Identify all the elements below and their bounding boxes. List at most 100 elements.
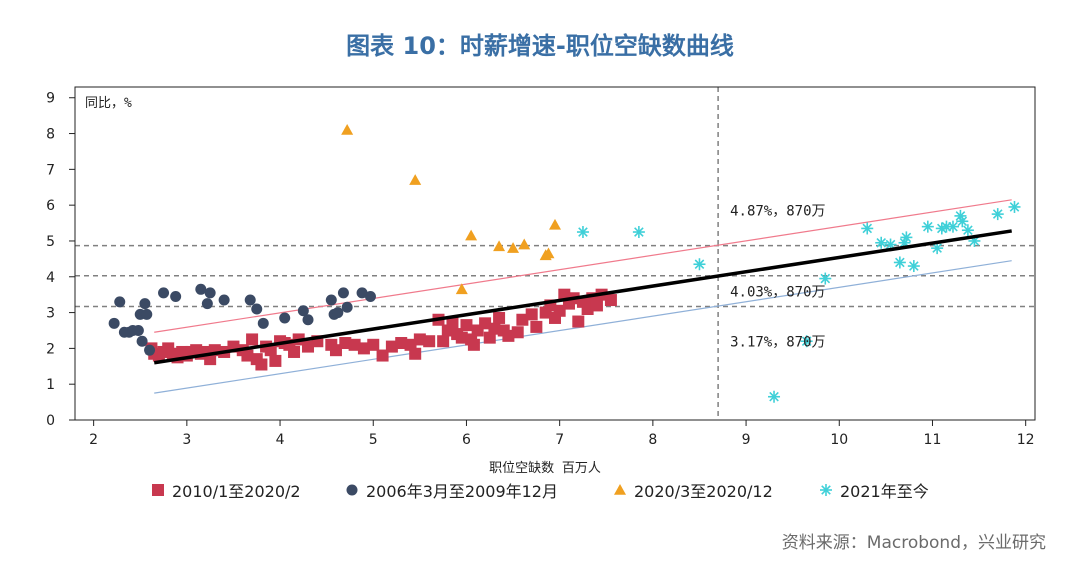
point-triangle-4 — [493, 240, 506, 252]
point-square-63 — [525, 308, 538, 321]
point-square-42 — [409, 347, 422, 360]
point-square-68 — [553, 304, 566, 317]
point-circle-8 — [139, 298, 151, 310]
x-tick-label-6: 6 — [462, 432, 471, 448]
point-square-24 — [269, 354, 282, 367]
point-square-36 — [357, 342, 370, 355]
legend-marker-3 — [820, 484, 832, 496]
y-tick-label-3: 3 — [46, 306, 55, 322]
point-asterisk-2 — [693, 258, 706, 271]
point-square-72 — [572, 315, 585, 328]
point-square-34 — [339, 337, 352, 350]
y-tick-label-7: 7 — [46, 162, 55, 178]
point-square-46 — [437, 335, 450, 348]
point-asterisk-0 — [576, 226, 589, 239]
point-circle-29 — [364, 290, 376, 302]
point-asterisk-9 — [893, 256, 906, 269]
point-asterisk-6 — [861, 222, 874, 235]
point-square-55 — [479, 317, 492, 330]
point-triangle-1 — [409, 174, 422, 185]
y-axis-label: 同比，% — [85, 96, 132, 111]
point-circle-26 — [337, 287, 349, 299]
point-triangle-6 — [518, 238, 531, 250]
point-square-38 — [376, 349, 389, 362]
point-circle-28 — [356, 287, 368, 299]
legend-label-2: 2020/3至2020/12 — [634, 482, 773, 501]
point-asterisk-23 — [1008, 200, 1021, 213]
point-square-35 — [348, 338, 361, 351]
point-asterisk-13 — [921, 220, 934, 233]
point-square-48 — [446, 317, 459, 330]
point-triangle-5 — [507, 242, 520, 253]
point-circle-9 — [141, 308, 153, 320]
plot-frame — [74, 86, 1036, 421]
x-tick-label-7: 7 — [555, 432, 564, 448]
point-circle-11 — [158, 287, 170, 299]
point-square-33 — [329, 344, 342, 357]
point-square-57 — [488, 322, 501, 335]
y-tick-label-9: 9 — [46, 91, 55, 107]
point-asterisk-1 — [632, 226, 645, 239]
x-tick-label-4: 4 — [276, 432, 285, 448]
point-square-43 — [413, 333, 426, 346]
ref-label-1: 4.03%，870万 — [730, 285, 825, 301]
point-square-40 — [395, 337, 408, 350]
point-circle-12 — [170, 290, 182, 302]
y-tick-label-1: 1 — [46, 377, 55, 393]
point-square-18 — [241, 349, 254, 362]
point-circle-1 — [114, 296, 126, 308]
x-tick-label-5: 5 — [369, 432, 378, 448]
data-points — [108, 123, 1021, 403]
point-circle-20 — [279, 312, 291, 324]
point-square-30 — [302, 340, 315, 353]
chart-title: 图表 10：时薪增速-职位空缺数曲线 — [346, 32, 734, 60]
point-triangle-0 — [341, 123, 354, 135]
source-note: 资料来源：Macrobond，兴业研究 — [781, 533, 1046, 553]
point-triangle-9 — [549, 218, 561, 230]
point-square-37 — [367, 338, 380, 351]
point-asterisk-20 — [961, 224, 974, 237]
point-square-78 — [604, 294, 617, 307]
reference-lines — [75, 87, 1035, 420]
legend-label-0: 2010/1至2020/2 — [172, 482, 301, 501]
point-circle-25 — [332, 307, 344, 319]
point-circle-5 — [132, 324, 144, 336]
point-circle-27 — [341, 301, 353, 313]
x-tick-label-12: 12 — [1017, 432, 1035, 448]
point-circle-23 — [325, 294, 337, 306]
point-circle-19 — [257, 317, 269, 329]
point-asterisk-4 — [800, 335, 813, 348]
x-tick-label-10: 10 — [830, 432, 848, 448]
point-asterisk-12 — [907, 260, 920, 273]
point-circle-16 — [218, 294, 230, 306]
point-square-39 — [385, 340, 398, 353]
x-tick-label-8: 8 — [648, 432, 657, 448]
point-square-44 — [423, 335, 436, 348]
x-tick-label-2: 2 — [89, 432, 98, 448]
legend-marker-1 — [346, 484, 358, 496]
y-tick-label-6: 6 — [46, 198, 55, 214]
point-triangle-2 — [455, 283, 468, 295]
point-square-28 — [288, 345, 301, 358]
point-asterisk-11 — [900, 231, 913, 244]
fit-line — [153, 229, 1012, 365]
point-circle-17 — [244, 294, 256, 306]
point-square-62 — [516, 313, 529, 326]
ref-label-0: 4.87%，870万 — [730, 204, 825, 220]
point-square-21 — [255, 358, 268, 371]
point-asterisk-22 — [991, 208, 1004, 221]
y-tick-label-4: 4 — [46, 270, 55, 286]
point-square-58 — [493, 311, 506, 324]
point-triangle-8 — [542, 247, 555, 259]
x-tick-label-9: 9 — [742, 432, 751, 448]
point-circle-18 — [251, 303, 263, 315]
y-tick-label-5: 5 — [46, 234, 55, 250]
legend-marker-0 — [152, 484, 164, 496]
point-circle-15 — [204, 287, 216, 299]
point-square-53 — [467, 338, 480, 351]
point-square-50 — [455, 331, 468, 344]
point-circle-10 — [144, 344, 156, 356]
point-asterisk-5 — [819, 272, 832, 285]
point-circle-14 — [201, 298, 213, 310]
